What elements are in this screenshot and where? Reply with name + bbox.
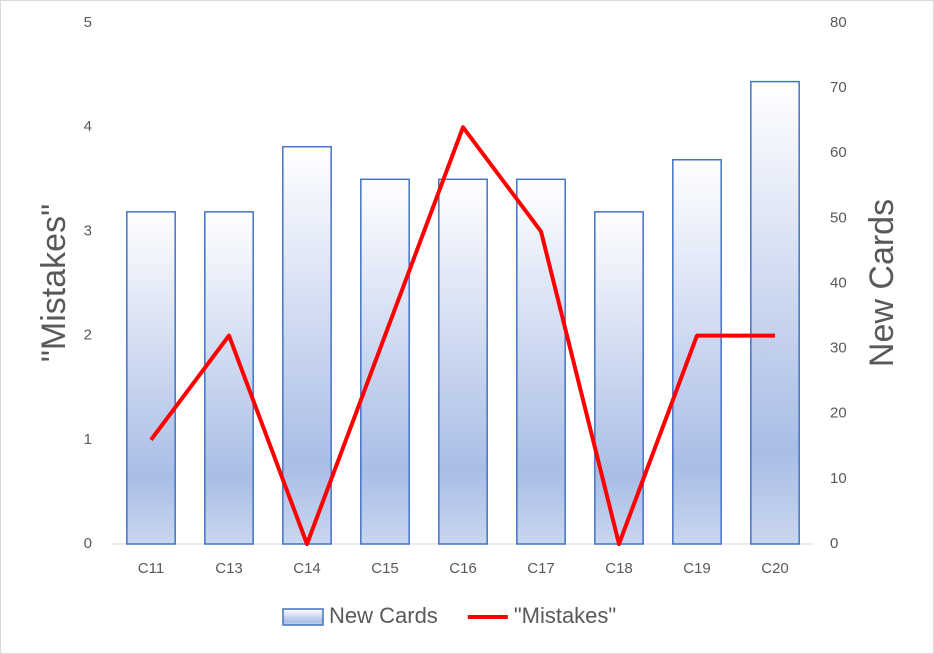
x-tick-label: C20 xyxy=(761,560,789,577)
bar xyxy=(594,211,644,545)
x-tick-label: C19 xyxy=(683,560,711,577)
legend-label: "Mistakes" xyxy=(514,603,616,628)
x-tick-label: C17 xyxy=(527,560,555,577)
x-tick-label: C13 xyxy=(215,560,243,577)
y-tick-label: 4 xyxy=(84,118,92,135)
y2-tick-label: 20 xyxy=(830,405,847,422)
bar xyxy=(516,178,566,545)
y2-tick-label: 50 xyxy=(830,209,847,226)
bar xyxy=(672,159,722,545)
y2-tick-label: 40 xyxy=(830,274,847,291)
x-tick-label: C14 xyxy=(293,560,321,577)
y-tick-label: 5 xyxy=(84,14,92,31)
x-tick-label: C15 xyxy=(371,560,399,577)
y2-tick-label: 60 xyxy=(830,144,847,161)
legend-label: New Cards xyxy=(329,603,438,628)
bar xyxy=(282,145,332,545)
x-tick-label: C18 xyxy=(605,560,633,577)
x-tick-label: C16 xyxy=(449,560,477,577)
y2-tick-label: 0 xyxy=(830,535,838,552)
legend-swatch xyxy=(282,608,324,626)
y2-tick-label: 70 xyxy=(830,79,847,96)
y2-tick-label: 10 xyxy=(830,470,847,487)
y-axis-title: "Mistakes" xyxy=(35,204,73,362)
line xyxy=(149,125,775,546)
bar xyxy=(438,178,488,545)
y-tick-label: 0 xyxy=(84,535,92,552)
y2-tick-label: 30 xyxy=(830,340,847,357)
x-tick-label: C11 xyxy=(138,560,164,577)
bar xyxy=(750,80,800,545)
y2-axis-title: New Cards xyxy=(863,199,901,367)
y-tick-label: 2 xyxy=(84,327,92,344)
y-tick-label: 1 xyxy=(84,431,92,448)
bar xyxy=(126,211,176,545)
y2-tick-label: 80 xyxy=(830,14,847,31)
y-tick-label: 3 xyxy=(84,222,92,239)
bar xyxy=(360,178,410,545)
